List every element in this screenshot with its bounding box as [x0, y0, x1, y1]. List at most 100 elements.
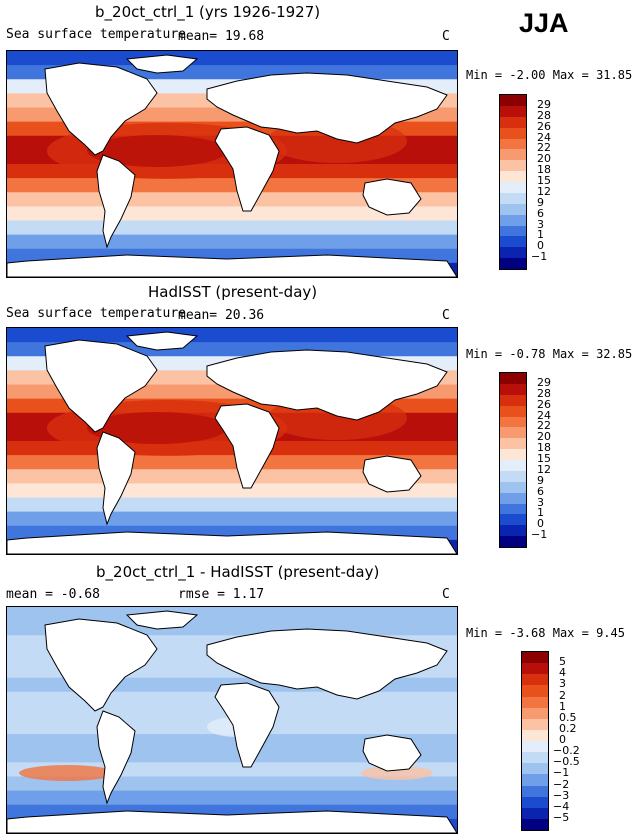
panel-3-mean: mean = -0.68	[6, 587, 100, 602]
colorbar-tick-label: 0.2	[559, 721, 577, 735]
colorbar-tick-label: 12	[537, 184, 551, 198]
panel-3-colorbar	[521, 651, 549, 831]
colorbar-tick-label: −1	[531, 250, 548, 264]
min-label: Min =	[466, 347, 503, 361]
colorbar-swatch	[500, 503, 526, 515]
colorbar-swatch	[522, 696, 548, 708]
colorbar-tick-label: 0	[537, 517, 544, 531]
colorbar-tick-label: 6	[537, 484, 544, 498]
colorbar-tick-label: 1	[537, 506, 544, 520]
colorbar-tick-label: 0	[537, 239, 544, 253]
colorbar-tick-label: 26	[537, 119, 551, 133]
panel-2-colorbar	[499, 372, 527, 548]
colorbar-tick-label: 0	[559, 733, 566, 746]
panel-3-rmse: rmse = 1.17	[178, 587, 265, 602]
colorbar-tick-label: 18	[537, 163, 551, 177]
max-label: Max =	[552, 68, 589, 82]
colorbar-swatch	[500, 536, 526, 547]
colorbar-swatch	[500, 105, 526, 117]
colorbar-swatch	[522, 752, 548, 764]
colorbar-tick-label: −0.5	[553, 755, 580, 769]
colorbar-tick-label: 22	[537, 141, 551, 155]
colorbar-swatch	[500, 470, 526, 482]
colorbar-tick-label: 3	[537, 495, 544, 509]
colorbar-swatch	[500, 460, 526, 471]
min-value: -2.00	[509, 68, 546, 82]
colorbar-swatch	[500, 525, 526, 537]
colorbar-tick-label: 1	[537, 228, 544, 242]
colorbar-swatch	[522, 685, 548, 697]
colorbar-swatch	[500, 427, 526, 439]
max-label: Max =	[552, 626, 589, 640]
panel-2-variable: Sea surface temperature	[6, 306, 187, 321]
colorbar-swatch	[522, 707, 548, 719]
colorbar-tick-label: 24	[537, 130, 551, 144]
colorbar-swatch	[500, 95, 526, 106]
max-value: 31.85	[596, 68, 633, 82]
colorbar-swatch	[500, 492, 526, 504]
panel-1-colorbar	[499, 94, 527, 270]
colorbar-swatch	[500, 182, 526, 193]
panel-1-variable: Sea surface temperature	[6, 27, 187, 42]
colorbar-swatch	[522, 774, 548, 786]
colorbar-tick-label: 6	[537, 206, 544, 220]
colorbar-tick-label: 20	[537, 430, 551, 444]
colorbar-swatch	[500, 405, 526, 417]
colorbar-tick-label: 2	[559, 688, 566, 702]
min-value: -0.78	[509, 347, 546, 361]
colorbar-tick-label: 12	[537, 462, 551, 476]
colorbar-tick-label: 15	[537, 452, 551, 465]
max-value: 9.45	[596, 626, 625, 640]
season-label: JJA	[519, 8, 569, 38]
colorbar-tick-label: 5	[559, 655, 566, 669]
colorbar-tick-label: 9	[537, 195, 544, 209]
colorbar-tick-label: 4	[559, 666, 566, 680]
colorbar-swatch	[500, 481, 526, 493]
colorbar-swatch	[500, 116, 526, 128]
colorbar-tick-label: 18	[537, 441, 551, 455]
colorbar-swatch	[522, 652, 548, 664]
colorbar-swatch	[500, 214, 526, 226]
colorbar-swatch	[500, 416, 526, 428]
colorbar-swatch	[522, 741, 548, 753]
min-label: Min =	[466, 626, 503, 640]
panel-1-map	[6, 50, 458, 278]
max-label: Max =	[552, 347, 589, 361]
colorbar-swatch	[500, 449, 526, 460]
colorbar-swatch	[500, 160, 526, 172]
colorbar-swatch	[522, 663, 548, 675]
colorbar-tick-label: −3	[553, 788, 570, 802]
max-value: 32.85	[596, 347, 633, 361]
colorbar-swatch	[500, 149, 526, 161]
colorbar-swatch	[500, 514, 526, 526]
colorbar-swatch	[500, 236, 526, 248]
colorbar-tick-label: −0.2	[553, 744, 580, 758]
colorbar-tick-label: 28	[537, 108, 551, 122]
colorbar-swatch	[500, 127, 526, 139]
min-label: Min =	[466, 68, 503, 82]
colorbar-tick-label: −2	[553, 777, 570, 791]
colorbar-swatch	[500, 394, 526, 406]
colorbar-swatch	[500, 203, 526, 215]
colorbar-tick-label: 22	[537, 419, 551, 433]
colorbar-swatch	[522, 729, 548, 741]
panel-1-minmax: Min = -2.00 Max = 31.85	[466, 68, 632, 82]
panel-3-minmax: Min = -3.68 Max = 9.45	[466, 626, 625, 640]
colorbar-tick-label: 24	[537, 408, 551, 422]
colorbar-tick-label: −4	[553, 799, 570, 813]
colorbar-swatch	[500, 438, 526, 450]
colorbar-swatch	[522, 807, 548, 819]
colorbar-swatch	[500, 373, 526, 384]
panel-1-units: C	[442, 29, 450, 44]
colorbar-swatch	[500, 258, 526, 269]
colorbar-tick-label: −5	[553, 810, 570, 824]
panel-2-title: HadISST (present-day)	[148, 283, 318, 301]
colorbar-tick-label: 29	[537, 375, 551, 389]
colorbar-swatch	[522, 674, 548, 686]
colorbar-swatch	[522, 818, 548, 830]
colorbar-tick-label: 3	[559, 677, 566, 691]
colorbar-tick-label: 1	[559, 699, 566, 713]
panel-2-map	[6, 327, 458, 555]
panel-3-map	[6, 606, 458, 834]
colorbar-tick-label: 26	[537, 397, 551, 411]
